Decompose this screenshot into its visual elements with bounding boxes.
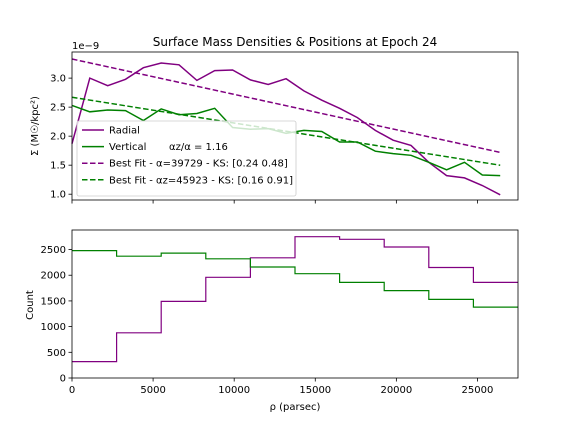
y-offset-label: 1e−9 [72,41,99,52]
legend-label-1: Vertical [109,142,146,153]
chart-title: Surface Mass Densities & Positions at Ep… [153,35,438,49]
bottom-y-tick-label-1: 500 [47,348,66,359]
hist-step-0 [72,236,518,363]
bottom-xlabel: ρ (parsec) [270,402,321,413]
bottom-x-tick-label-4: 20000 [380,385,412,396]
top-y-tick-label-2: 2.0 [50,132,66,143]
series-line-2 [71,58,501,154]
bottom-x-tick-label-3: 15000 [299,385,331,396]
bottom-x-tick-label-1: 5000 [140,385,165,396]
legend-label-3: Best Fit - αz=45923 - KS: [0.16 0.91] [109,175,293,186]
legend-box [76,120,297,197]
bottom-plot-area: 0 5000 10000 15000 20000 25000 0 500 1000 1500 200… [41,229,519,396]
bottom-frame [71,229,519,379]
legend-label-0: Radial [109,126,140,137]
top-y-tick-label-3: 2.5 [50,103,66,114]
bottom-x-tick-label-2: 10000 [218,385,250,396]
bottom-y-tick-label-0: 0 [60,374,66,385]
bottom-x-tick-label-5: 25000 [462,385,494,396]
top-y-tick-label-0: 1.0 [50,190,66,201]
top-ylabel: Σ (M☉/kpc²) [30,96,41,156]
bottom-y-tick-label-2: 1000 [41,322,66,333]
top-frame [71,51,519,201]
hist-step-1 [72,250,518,308]
bottom-ylabel: Count [25,290,36,320]
top-y-tick-label-1: 1.5 [50,161,66,172]
top-y-tick-label-4: 3.0 [50,74,66,85]
bottom-x-tick-label-0: 0 [69,385,75,396]
legend-extra-1: αz/α = 1.16 [169,142,228,153]
bottom-y-tick-label-4: 2000 [41,271,66,282]
top-plot-area: 1.0 1.5 2.0 2.5 3.0 [50,51,519,204]
legend: Radial Vertical αz/α = 1.16 Best Fit - α=39… [76,120,297,197]
bottom-y-tick-label-5: 2500 [41,245,66,256]
bottom-y-tick-label-3: 1500 [41,296,66,307]
legend-label-2: Best Fit - α=39729 - KS: [0.24 0.48] [109,159,288,170]
